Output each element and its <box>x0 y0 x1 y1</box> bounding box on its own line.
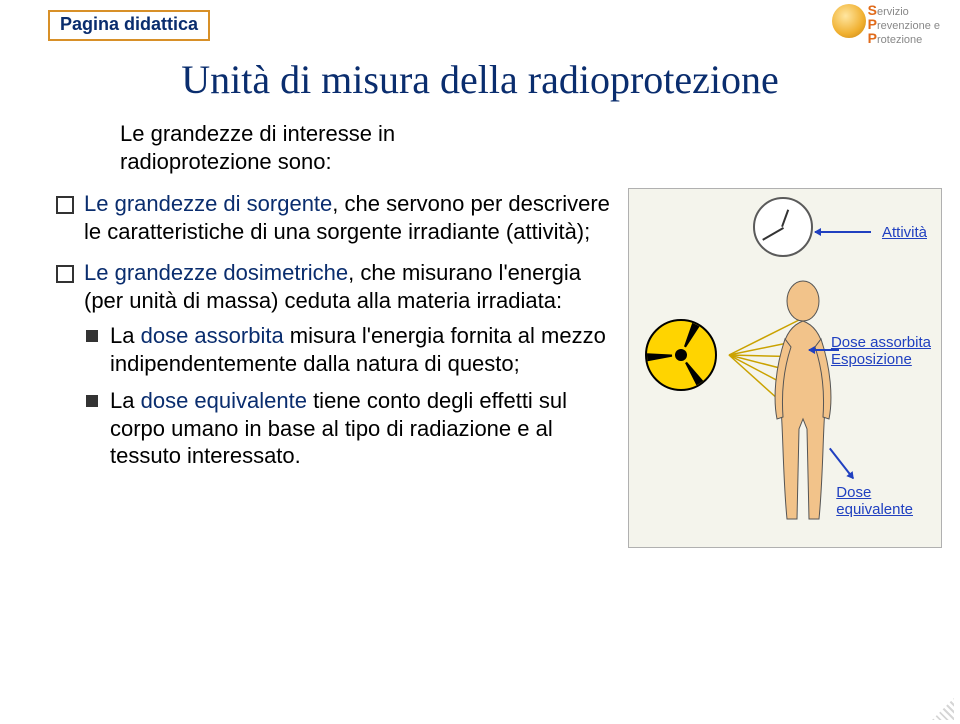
logo-globe-icon <box>832 4 866 38</box>
bullet-1-highlight: Le grandezze di sorgente <box>84 191 332 216</box>
logo-prevenzione: revenzione e <box>877 20 940 32</box>
label-dose-equivalente: Dose equivalente <box>836 485 913 518</box>
intro-line2: radioprotezione sono: <box>120 149 332 174</box>
resize-corner-icon <box>932 698 954 720</box>
sb2-b: dose equivalente <box>141 388 307 413</box>
logo-protezione: rotezione <box>877 34 922 46</box>
label-attivita: Attività <box>882 225 927 242</box>
bullet-2: Le grandezze dosimetriche, che misurano … <box>56 259 616 470</box>
sb1-b: dose assorbita <box>141 323 284 348</box>
org-logo: Servizio Prevenzione e Protezione <box>832 4 940 46</box>
bullet-1: Le grandezze di sorgente, che servono pe… <box>56 190 616 245</box>
human-icon <box>763 279 843 529</box>
bullet-list: Le grandezze di sorgente, che servono pe… <box>56 190 616 484</box>
logo-p2: P <box>868 30 877 46</box>
label-dose-assorbita: Dose assorbita Esposizione <box>831 335 931 368</box>
logo-text: Servizio Prevenzione e Protezione <box>868 4 940 46</box>
lbl-dose-1: Dose assorbita <box>831 335 931 352</box>
slide-title: Unità di misura della radioprotezione <box>0 56 960 103</box>
intro-line1: Le grandezze di interesse in <box>120 121 395 146</box>
logo-servizio: ervizio <box>877 6 909 18</box>
sub-bullet-2: La dose equivalente tiene conto degli ef… <box>84 387 616 470</box>
sub-bullet-1: La dose assorbita misura l'energia forni… <box>84 322 616 377</box>
sb2-a: La <box>110 388 141 413</box>
lbl-esposizione: Esposizione <box>831 352 931 369</box>
diagram: Attività Dose assorbita Esposizione Dose… <box>628 188 942 548</box>
clock-icon <box>753 197 813 257</box>
page-badge-text: Pagina didattica <box>60 14 198 34</box>
lbl-dose-2: Dose <box>836 485 913 502</box>
sub-bullet-list: La dose assorbita misura l'energia forni… <box>84 322 616 470</box>
arrow-dose <box>809 349 839 351</box>
intro-text: Le grandezze di interesse in radioprotez… <box>120 120 620 175</box>
page-badge: Pagina didattica <box>48 10 210 41</box>
sb1-a: La <box>110 323 141 348</box>
arrow-attivita <box>815 231 871 233</box>
bullet-2-highlight: Le grandezze dosimetriche <box>84 260 348 285</box>
lbl-equivalente: equivalente <box>836 502 913 519</box>
